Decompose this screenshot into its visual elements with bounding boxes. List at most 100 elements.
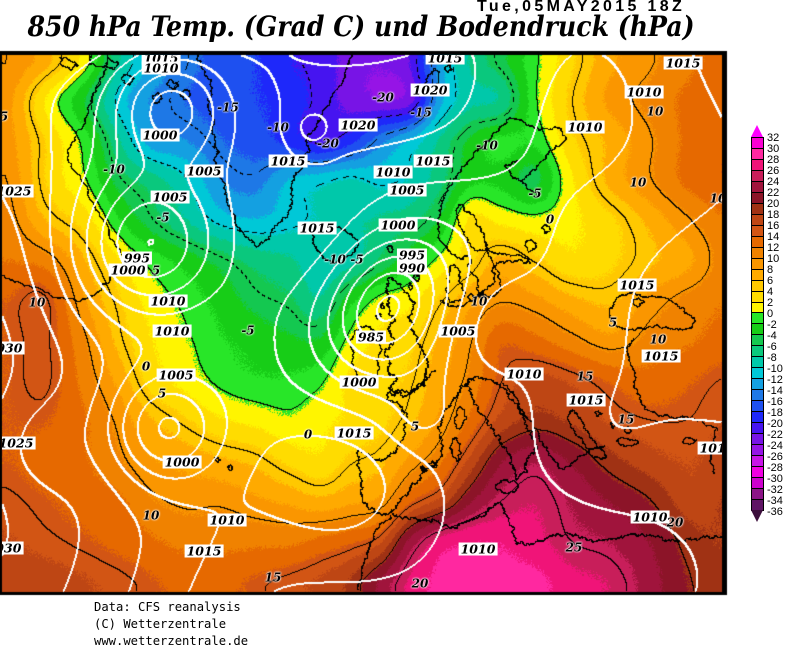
colorbar-tick-label: 32: [767, 132, 780, 145]
map-datetime: Tue,05MAY2015 18Z: [477, 0, 686, 15]
isotherm-label: 10: [649, 332, 667, 347]
isobar-label: 1000: [378, 217, 418, 233]
isobar-label: 1000: [108, 262, 148, 278]
colorbar-tick-label: -36: [767, 505, 783, 518]
colorbar-tick-label: 26: [767, 165, 780, 178]
isobar-label: 990: [396, 260, 428, 276]
colorbar-tick-label: 24: [767, 176, 780, 189]
isobar-label: 1015: [268, 153, 308, 169]
colorbar-tick-label: -10: [767, 362, 783, 375]
colorbar-top-arrow: [751, 125, 763, 137]
isobar-label: 1000: [140, 127, 180, 143]
isobar-label: 1015: [425, 55, 465, 65]
isobar-label: 1015: [413, 153, 453, 169]
colorbar-tick-label: -6: [767, 340, 777, 353]
isotherm-label: 5: [157, 386, 167, 401]
isotherm-label: 10: [142, 508, 160, 523]
isotherm-label: -15: [410, 105, 432, 120]
isobar-label: 1015: [663, 55, 703, 71]
isobar-label: 1010: [373, 164, 413, 180]
isobar-label: 1005: [438, 323, 478, 339]
isotherm-label: -10: [324, 252, 346, 267]
isotherm-label: 5: [151, 263, 161, 278]
colorbar-tick-label: -14: [767, 384, 783, 397]
isotherm-label: 10: [470, 294, 488, 309]
isobar-label: 1005: [184, 163, 224, 179]
isobar-label: 1005: [387, 182, 427, 198]
isotherm-label: 0: [303, 427, 313, 442]
isobar-label: 1015: [141, 55, 181, 65]
isotherm-label: -5: [241, 323, 255, 338]
isobar-label: 1005: [156, 367, 196, 383]
isobar-label: 1025: [2, 436, 36, 450]
colorbar-tick-label: 28: [767, 154, 780, 167]
isobar-label: 1010: [458, 541, 498, 557]
isobar-label: 1015: [297, 220, 337, 236]
isobar-label: 1010: [565, 119, 605, 135]
colorbar-tick-label: -22: [767, 428, 783, 441]
isobar-label: 1015: [697, 441, 722, 455]
isotherm-label: 0: [545, 212, 555, 227]
colorbar-bottom-arrow: [751, 509, 763, 522]
colorbar-tick-label: 30: [767, 143, 780, 156]
colorbar-tick-label: 6: [767, 275, 774, 287]
isobar-label: 1010: [148, 293, 188, 309]
colorbar-tick-label: 10: [767, 253, 780, 266]
isobar-label: 995: [121, 250, 153, 266]
isobar-label: 1000: [339, 374, 379, 390]
colorbar-tick-label: -24: [767, 439, 783, 452]
colorbar-tick-label: -12: [767, 373, 783, 386]
isotherm-label: -15: [217, 100, 239, 115]
isobar-label: 995: [396, 247, 428, 263]
isotherm-label: -20: [317, 136, 339, 151]
isobar-label: 1010: [152, 323, 192, 339]
footer-copyright: (C) Wetterzentrale: [94, 617, 227, 631]
isotherm-label: 10: [629, 175, 647, 190]
isobar-label: 1010: [504, 366, 544, 382]
colorbar-tick-label: -2: [767, 318, 777, 331]
colorbar-tick-label: 8: [767, 264, 774, 277]
isobar-label: 1015: [566, 392, 606, 408]
colorbar-tick-label: 14: [767, 231, 780, 244]
isotherm-label: -5: [350, 252, 364, 267]
footer-website: www.wetterzentrale.de: [94, 634, 249, 645]
isotherm-label: 0: [141, 359, 151, 374]
isobar-label: 1010: [624, 84, 664, 100]
isobar-label: 985: [355, 329, 387, 345]
colorbar-tick-label: -20: [767, 417, 783, 430]
colorbar-tick-label: -18: [767, 406, 783, 419]
colorbar-tick-label: -4: [767, 329, 777, 342]
isotherm-label: -10: [103, 162, 125, 177]
colorbar-tick-label: -32: [767, 483, 783, 496]
isobar-label: 1000: [162, 454, 202, 470]
colorbar-tick-label: 22: [767, 187, 780, 200]
isobar-label: 1010: [207, 512, 247, 528]
isobar-label: 1010: [630, 509, 670, 525]
colorbar-tick-label: -34: [767, 494, 783, 507]
isotherm-label: 5: [2, 111, 8, 123]
isobar-label: 1005: [150, 189, 190, 205]
isotherm-label: 10: [646, 104, 664, 119]
isotherm-label: -10: [267, 120, 289, 135]
colorbar-tick-label: 18: [767, 209, 780, 222]
isotherm-label: 10: [28, 295, 46, 310]
isobar-label: 1025: [2, 184, 34, 198]
colorbar-tick-label: -30: [767, 472, 783, 485]
colorbar-tick-label: 4: [767, 285, 774, 298]
colorbar-tick-label: 20: [767, 198, 780, 211]
isobar-label: 1015: [184, 543, 224, 559]
isotherm-label: 15: [617, 412, 635, 427]
isotherm-label: 5: [410, 419, 420, 434]
isotherm-label: -10: [476, 138, 498, 153]
isotherm-label: 25: [565, 540, 583, 555]
isotherm-label: -20: [372, 90, 394, 105]
footer-data-source: Data: CFS reanalysis: [94, 600, 241, 614]
isotherm-label: 20: [411, 576, 429, 591]
isotherm-label: 5: [608, 315, 618, 330]
isotherm-label: -5: [528, 186, 542, 201]
isobar-label: 1015: [334, 425, 374, 441]
colorbar-tick-label: -8: [767, 351, 777, 364]
isobar-label: 1015: [617, 277, 657, 293]
